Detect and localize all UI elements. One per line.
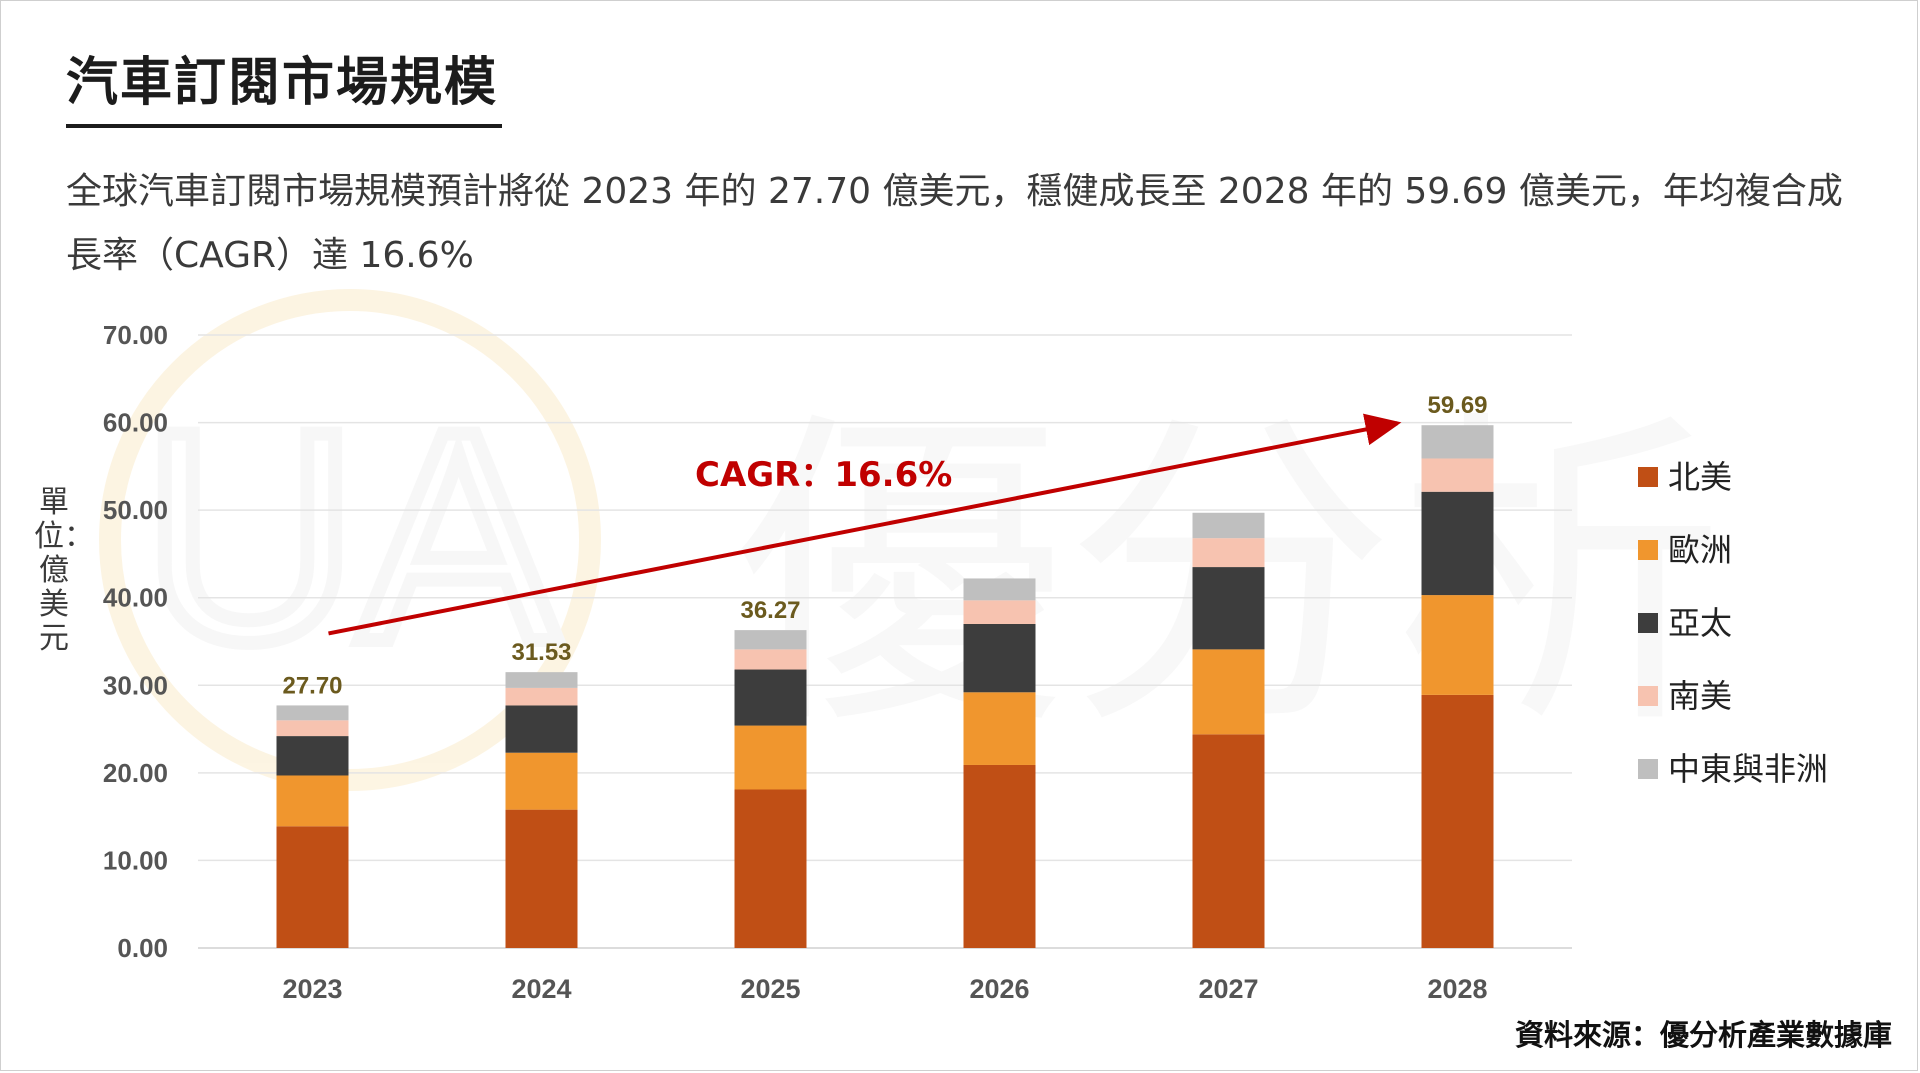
x-tick-label: 2026 [969,974,1029,1004]
bar-segment-4 [276,705,349,721]
legend-swatch [1638,759,1658,779]
bar-segment-1 [963,692,1036,765]
x-tick-label: 2027 [1198,974,1258,1004]
bar-segment-2 [505,705,578,753]
legend-label: 中東與非洲 [1668,750,1829,788]
bar-segment-3 [505,687,578,706]
x-tick-label: 2024 [511,974,571,1004]
bar-segment-3 [1421,458,1494,492]
bar-segment-3 [734,649,807,670]
source-note: 資料來源：優分析產業數據庫 [1514,1018,1892,1052]
bar-segment-1 [734,725,807,790]
bar-segment-0 [1192,734,1265,948]
bar-segment-2 [1192,567,1265,650]
y-tick-label: 0.00 [117,933,168,963]
cagr-arrow [328,413,1402,636]
y-tick-label: 10.00 [103,845,168,875]
y-tick-label: 20.00 [103,758,168,788]
bar-segment-1 [505,752,578,810]
bar-segment-2 [734,669,807,726]
legend-swatch [1638,467,1658,487]
total-data-label: 27.70 [282,672,342,699]
title-underline [66,124,502,128]
y-tick-label: 60.00 [103,408,168,438]
legend-label: 歐洲 [1668,531,1733,569]
total-data-label: 31.53 [511,639,571,666]
bar-segment-1 [1421,595,1494,695]
y-tick-label: 40.00 [103,583,168,613]
y-tick-label: 30.00 [103,670,168,700]
legend-swatch [1638,613,1658,633]
cagr-label: CAGR：16.6% [695,455,952,495]
bar-segment-4 [963,578,1036,601]
total-data-label: 36.27 [740,597,800,624]
watermark-logo-text: UA [142,368,560,704]
bar-segment-2 [276,736,349,776]
bar-segment-1 [276,775,349,827]
bar-segment-4 [734,630,807,650]
legend-swatch [1638,540,1658,560]
bar-segment-0 [1421,694,1494,948]
bar-segment-3 [1192,538,1265,568]
x-tick-label: 2023 [282,974,342,1004]
page-subtitle: 全球汽車訂閱市場規模預計將從 2023 年的 27.70 億美元，穩健成長至 2… [66,171,1843,276]
x-tick-label: 2025 [740,974,800,1004]
bar-segment-4 [505,672,578,688]
legend-label: 南美 [1668,677,1733,715]
bar-segment-3 [963,600,1036,624]
y-tick-label: 50.00 [103,495,168,525]
page-title: 汽車訂閱市場規模 [66,53,499,113]
bar-segment-0 [276,826,349,948]
total-data-label: 59.69 [1427,392,1487,419]
legend-label: 亞太 [1668,604,1733,642]
bar-segment-4 [1421,425,1494,459]
bar-segment-0 [963,764,1036,948]
bar-segment-2 [963,623,1036,693]
bar-segment-3 [276,720,349,737]
y-tick-label: 70.00 [103,320,168,350]
bar-segment-0 [734,789,807,948]
legend-label: 北美 [1668,458,1733,496]
bar-segment-1 [1192,649,1265,735]
bar-segment-2 [1421,491,1494,596]
x-tick-label: 2028 [1427,974,1487,1004]
legend-swatch [1638,686,1658,706]
bar-segment-4 [1192,512,1265,539]
bar-segment-0 [505,809,578,948]
watermark-logo-icon [99,289,601,791]
